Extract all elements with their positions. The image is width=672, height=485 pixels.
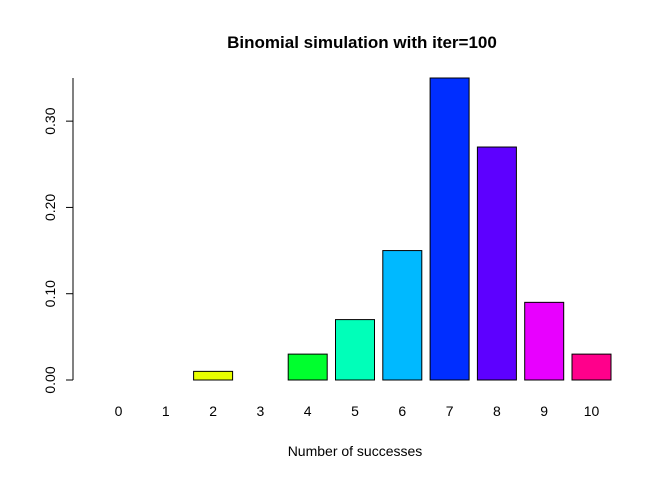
x-tick-label: 10 — [584, 403, 600, 419]
bar-7 — [429, 77, 470, 381]
x-tick-labels: 0 1 2 3 4 5 6 7 8 9 10 — [115, 403, 600, 419]
bars — [193, 77, 612, 381]
bar-4 — [287, 353, 328, 381]
bar-10 — [571, 353, 612, 381]
x-tick-label: 4 — [304, 403, 312, 419]
x-tick-label: 9 — [540, 403, 548, 419]
x-tick-label: 7 — [446, 403, 454, 419]
bar-6 — [382, 250, 423, 381]
chart-title: Binomial simulation with iter=100 — [227, 33, 497, 52]
y-tick-label: 0.20 — [42, 194, 58, 221]
x-tick-label: 3 — [257, 403, 265, 419]
x-axis-label: Number of successes — [288, 443, 423, 459]
bar-9 — [524, 301, 565, 381]
x-tick-label: 1 — [162, 403, 170, 419]
x-tick-label: 5 — [351, 403, 359, 419]
y-tick-label: 0.00 — [42, 366, 58, 393]
y-tick-label: 0.10 — [42, 280, 58, 307]
x-tick-label: 0 — [115, 403, 123, 419]
y-tick-label: 0.30 — [42, 107, 58, 134]
x-tick-label: 6 — [398, 403, 406, 419]
y-axis: 0.00 0.10 0.20 0.30 — [42, 78, 74, 394]
bar-8 — [476, 146, 517, 381]
x-tick-label: 2 — [209, 403, 217, 419]
bar-2 — [193, 370, 234, 381]
x-tick-label: 8 — [493, 403, 501, 419]
bar-5 — [335, 319, 375, 381]
